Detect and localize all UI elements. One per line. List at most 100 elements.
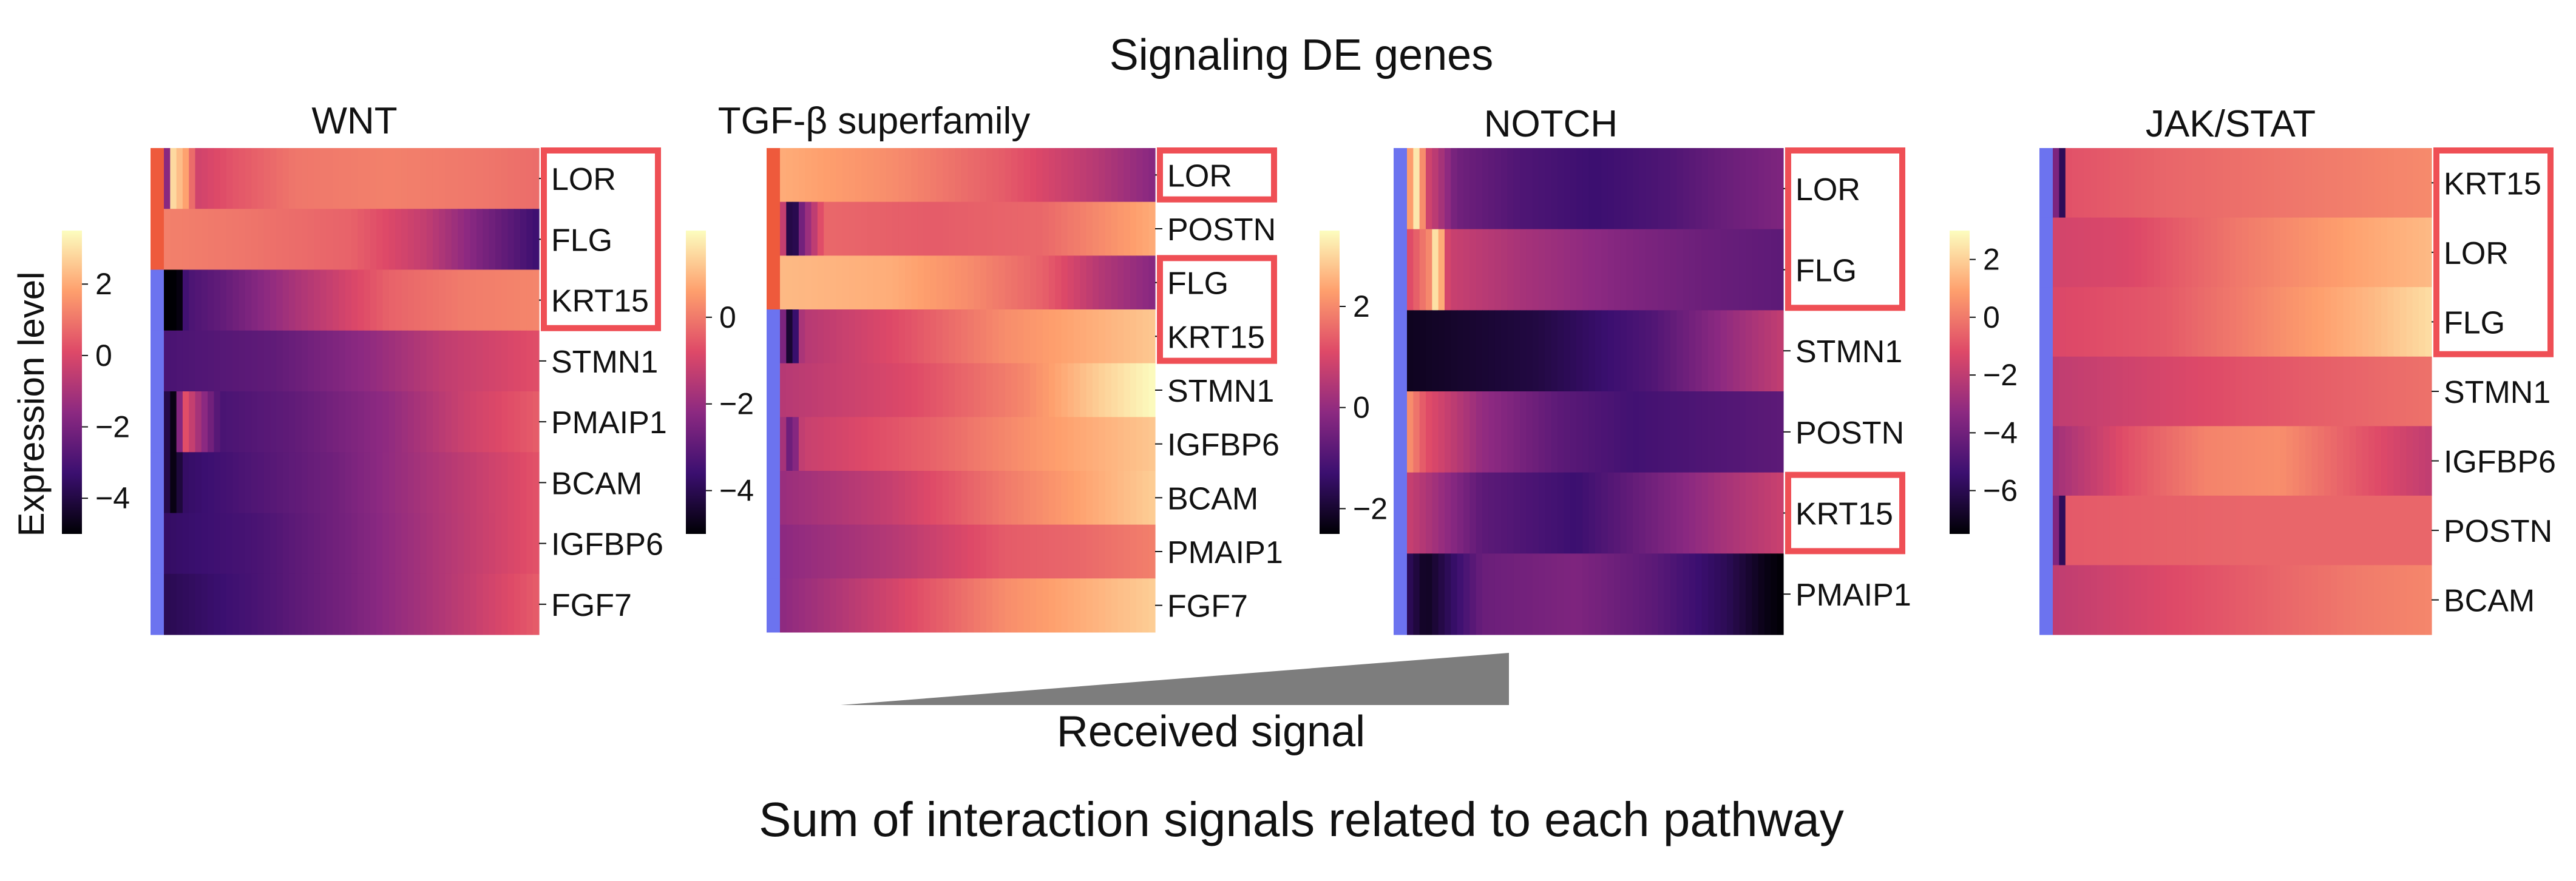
heatmap-cell (2337, 217, 2344, 288)
heatmap-cell (282, 148, 290, 209)
heatmap-cell (1739, 472, 1746, 554)
heatmap-cell (936, 309, 943, 364)
heatmap-cell (2400, 565, 2407, 635)
heatmap-cell (2368, 426, 2375, 496)
heatmap-cell (2072, 217, 2079, 288)
heatmap-cell (1564, 553, 1571, 635)
heatmap-cell (849, 471, 856, 525)
heatmap-cell (2198, 356, 2205, 427)
heatmap-cell (880, 201, 887, 256)
heatmap-cell (1036, 417, 1043, 471)
heatmap-cell (2349, 356, 2356, 427)
heatmap-cell (407, 391, 415, 453)
heatmap-cell (239, 452, 246, 513)
heatmap-cell (1451, 148, 1458, 230)
heatmap-cell (1023, 255, 1031, 310)
heatmap-cell (333, 452, 339, 513)
heatmap-cell (2179, 148, 2186, 218)
heatmap-cell (830, 524, 837, 579)
heatmap-cell (867, 148, 875, 203)
heatmap-cell (232, 330, 240, 392)
heatmap-cell (226, 209, 233, 270)
heatmap-cell (1683, 553, 1690, 635)
heatmap-cell (968, 471, 974, 525)
heatmap-cell (1626, 391, 1633, 473)
heatmap-cell (2412, 148, 2419, 218)
heatmap-cell (2235, 426, 2243, 496)
heatmap-cell (1438, 553, 1445, 635)
heatmap-cell (2368, 565, 2375, 635)
heatmap-cell (257, 269, 265, 331)
heatmap-cell (276, 513, 283, 575)
heatmap-cell (1639, 391, 1646, 473)
heatmap-cell (189, 148, 196, 209)
heatmap-cell (1551, 148, 1558, 230)
heatmap-cell (2349, 426, 2356, 496)
heatmap-cell (1633, 310, 1639, 392)
heatmap-cell (2191, 217, 2198, 288)
heatmap-cell (407, 148, 415, 209)
heatmap-cell (339, 209, 346, 270)
heatmap-cell (1042, 309, 1049, 364)
heatmap-cell (1017, 578, 1025, 633)
highlight-box (2433, 147, 2554, 357)
heatmap-cell (1042, 255, 1049, 310)
heatmap-cell (1074, 524, 1080, 579)
heatmap-cell (1067, 148, 1074, 203)
row-cluster-bar (151, 452, 164, 513)
heatmap-cell (2053, 356, 2059, 427)
heatmap-cell (2185, 495, 2192, 565)
heatmap-cell (220, 209, 227, 270)
heatmap-cell (170, 452, 177, 513)
heatmap-cell (314, 209, 321, 270)
heatmap-cell (251, 209, 259, 270)
heatmap-cell (1130, 201, 1137, 256)
heatmap-cell (507, 148, 515, 209)
heatmap-cell (986, 417, 993, 471)
heatmap-cell (388, 573, 396, 635)
heatmap-cell (792, 578, 799, 633)
heatmap-cell (2381, 356, 2388, 427)
heatmap-cell (189, 391, 196, 453)
heatmap-cell (345, 452, 352, 513)
heatmap-cell (2109, 148, 2117, 218)
heatmap-cell (364, 513, 371, 575)
heatmap-cell (489, 391, 496, 453)
heatmap-cell (2412, 565, 2419, 635)
heatmap-cell (2387, 426, 2395, 496)
heatmap-row-pmaip1 (1394, 553, 1784, 635)
heatmap-cell (426, 573, 433, 635)
heatmap-cell (1570, 553, 1577, 635)
heatmap-cell (1532, 310, 1539, 392)
heatmap-cell (1451, 391, 1458, 473)
heatmap-cell (164, 269, 171, 331)
heatmap-cell (2185, 565, 2192, 635)
heatmap-cell (1124, 363, 1131, 417)
heatmap-cell (2122, 495, 2129, 565)
heatmap-cell (1746, 229, 1752, 311)
heatmap-cell (414, 148, 421, 209)
heatmap-cell (489, 330, 496, 392)
heatmap-cell (2166, 565, 2174, 635)
heatmap-cell (892, 471, 900, 525)
figure-title: Signaling DE genes (1110, 31, 1493, 79)
heatmap-cell (1061, 309, 1068, 364)
heatmap-cell (220, 573, 227, 635)
heatmap-cell (2349, 217, 2356, 288)
heatmap-cell (2274, 495, 2280, 565)
heatmap-cell (911, 255, 918, 310)
heatmap-cell (2254, 356, 2262, 427)
heatmap-cell (942, 201, 949, 256)
heatmap-cell (1074, 148, 1080, 203)
heatmap-cell (464, 452, 471, 513)
heatmap-cell (798, 148, 805, 203)
heatmap-row-pmaip1 (151, 391, 540, 453)
heatmap-cell (930, 524, 937, 579)
heatmap-cell (2330, 565, 2337, 635)
row-cluster-bar (1394, 391, 1408, 473)
heatmap-cell (1701, 391, 1709, 473)
heatmap-cell (923, 417, 930, 471)
heatmap-cell (1407, 553, 1414, 635)
heatmap-cell (263, 148, 271, 209)
heatmap-cell (451, 269, 458, 331)
